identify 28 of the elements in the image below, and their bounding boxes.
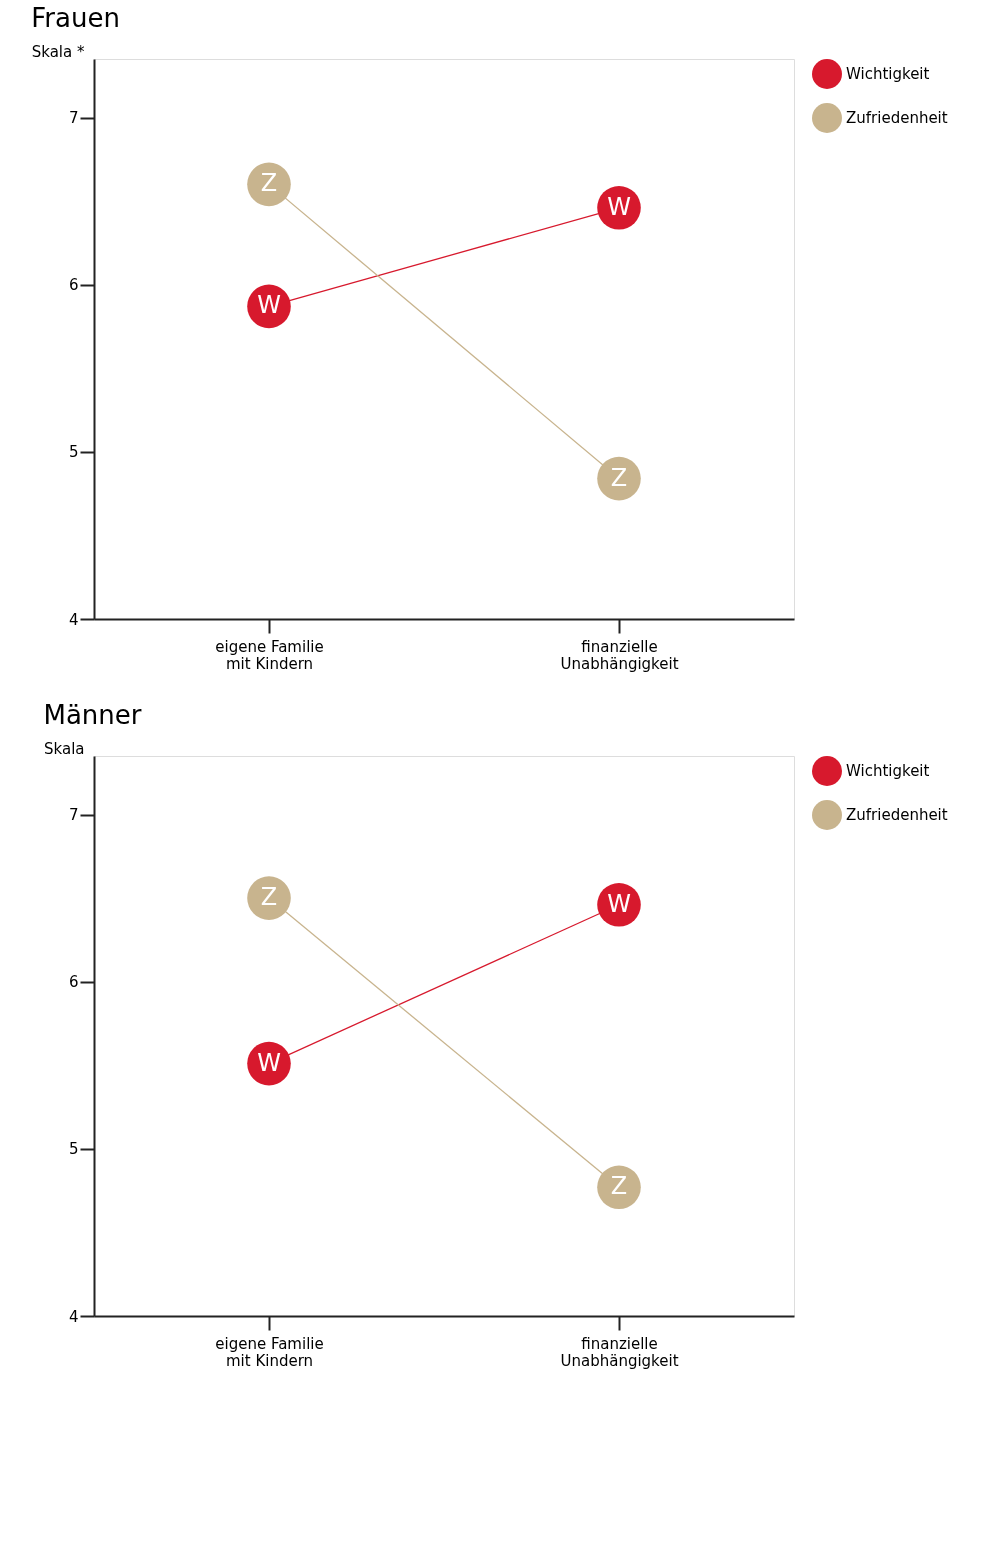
chart-title: Männer <box>43 700 142 730</box>
chart-title: Frauen <box>31 3 120 33</box>
annotation: Z <box>610 1172 628 1201</box>
y-tick-label: 6 <box>68 973 79 992</box>
annotation: Z <box>260 883 278 912</box>
y-axis-title: Skala <box>44 739 85 758</box>
x-tick-label: finanzielle Unabhängigkeit <box>560 1334 679 1370</box>
legend-label: Zufriedenheit <box>846 109 948 127</box>
legend-label: Wichtigkeit <box>846 762 930 780</box>
y-tick-label: 6 <box>68 276 79 295</box>
y-tick-label: 5 <box>68 1140 79 1159</box>
annotation: W <box>257 291 281 320</box>
legend-label: Zufriedenheit <box>846 806 948 824</box>
annotation: W <box>257 1048 281 1077</box>
y-tick-label: 4 <box>68 1307 79 1326</box>
y-tick-label: 5 <box>68 443 79 462</box>
annotation: W <box>607 889 631 918</box>
y-axis-title: Skala * <box>31 42 85 61</box>
annotation: Z <box>610 463 628 492</box>
annotation: W <box>607 192 631 221</box>
y-tick-label: 4 <box>68 610 79 629</box>
x-tick-label: eigene Familie mit Kindern <box>215 637 324 673</box>
y-tick-label: 7 <box>68 806 79 825</box>
legend-label: Wichtigkeit <box>846 65 930 83</box>
x-tick-label: eigene Familie mit Kindern <box>215 1334 324 1370</box>
annotation: Z <box>260 169 278 198</box>
x-tick-label: finanzielle Unabhängigkeit <box>560 637 679 673</box>
y-tick-label: 7 <box>68 109 79 128</box>
